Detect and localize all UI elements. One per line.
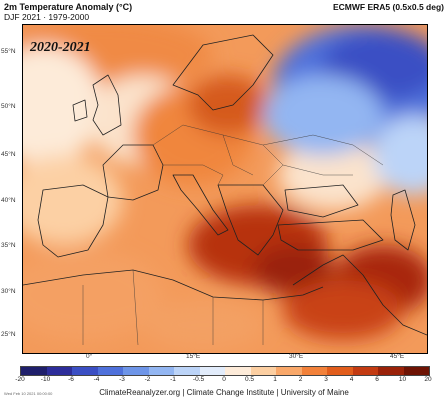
country-borders [82, 124, 384, 346]
map-title: 2m Temperature Anomaly (°C) [4, 2, 133, 12]
header: 2m Temperature Anomaly (°C) DJF 2021 · 1… [0, 0, 448, 24]
colorbar-tick-label: 2 [298, 376, 303, 383]
colorbar-swatch [276, 367, 302, 375]
colorbar-tick-label: -3 [119, 376, 125, 383]
colorbar-tick-label: 1 [273, 376, 277, 383]
colorbar-swatch [403, 367, 429, 375]
colorbar-swatch [378, 367, 404, 375]
colorbar-tick-label: -1 [170, 376, 176, 383]
colorbar-tick-label: 20 [424, 376, 432, 383]
lat-label: 50°N [1, 103, 16, 110]
colorbar-swatch [352, 367, 378, 375]
colorbar-tick-label: -20 [15, 376, 25, 383]
timestamp-note: Wed Feb 10 2021 00:00:00 [4, 391, 53, 396]
colorbar-swatch [199, 367, 225, 375]
lon-label: 0° [86, 353, 93, 360]
colorbar-swatch [97, 367, 123, 375]
lon-label: 15°E [186, 353, 201, 360]
colorbar-swatch [46, 367, 72, 375]
colorbar-tick-label: -6 [68, 376, 74, 383]
colorbar-ticks: -20 -10 -6 -4 -3 -2 -1 -0.5 0 0.5 1 2 3 4 6 10 20 [15, 376, 432, 386]
colorbar-tick-label: -4 [93, 376, 100, 383]
lat-label: 40°N [1, 197, 16, 204]
colorbar-swatch [123, 367, 149, 375]
lat-label: 30°N [1, 288, 16, 295]
colorbar-tick-label: -2 [144, 376, 151, 383]
colorbar-tick-label: 3 [324, 376, 328, 383]
lon-label: 45°E [390, 353, 405, 360]
map-subtitle: DJF 2021 · 1979-2000 [4, 12, 90, 22]
colorbar-tick-label: 10 [398, 376, 407, 383]
credit-footer: ClimateReanalyzer.org | Climate Change I… [99, 388, 349, 397]
dataset-title: ECMWF ERA5 (0.5x0.5 deg) [333, 2, 444, 12]
colorbar-tick-label: 0.5 [244, 376, 255, 383]
colorbar-tick-label: -0.5 [192, 376, 205, 383]
colorbar-swatch [327, 367, 353, 375]
season-label: 2020-2021 [30, 40, 91, 55]
colorbar-swatch [21, 367, 47, 375]
map-graphic [23, 25, 427, 353]
colorbar-tick-label: 4 [349, 376, 354, 383]
colorbar-swatch [174, 367, 200, 375]
temperature-anomaly-map [22, 24, 428, 354]
lat-label: 25°N [1, 331, 16, 338]
colorbar-tick-label: 6 [375, 376, 379, 383]
lat-label: 55°N [1, 48, 16, 55]
colorbar-tick-label: 0 [222, 376, 226, 383]
lon-label: 30°E [289, 353, 304, 360]
colorbar-swatch [301, 367, 327, 375]
colorbar-swatch [148, 367, 174, 375]
colorbar-swatch [72, 367, 98, 375]
colorbar-swatch [225, 367, 251, 375]
colorbar-tick-label: -10 [40, 376, 51, 383]
coastlines [23, 34, 427, 336]
lat-label: 45°N [1, 151, 16, 158]
colorbar [20, 366, 430, 376]
colorbar-swatch [250, 367, 276, 375]
lat-label: 35°N [1, 242, 16, 249]
